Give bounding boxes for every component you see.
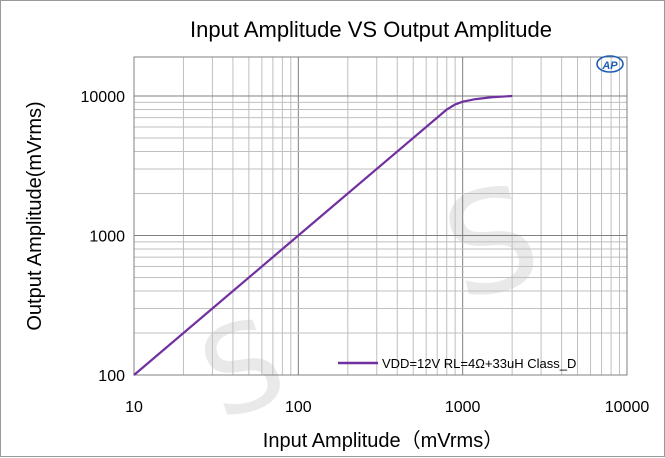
y-axis-ticks: 100 1000 10000 [81, 89, 126, 385]
x-axis-ticks: 10 100 1000 10000 [125, 399, 649, 416]
y-tick-label: 100 [98, 368, 125, 385]
legend-label: VDD=12V RL=4Ω+33uH Class_D [382, 356, 576, 371]
series-line [133, 94, 513, 376]
plot-area-border [133, 56, 628, 376]
y-tick-label: 1000 [89, 229, 125, 246]
x-axis-label: Input Amplitude（mVrms） [263, 429, 503, 452]
watermark: S S [183, 153, 555, 448]
chart-title: Input Amplitude VS Output Amplitude [190, 17, 552, 42]
ap-logo-text: AP [601, 60, 618, 72]
y-axis-label: Output Amplitude(mVrms) [24, 101, 46, 330]
series-layer [133, 94, 513, 376]
x-tick-label: 1000 [445, 399, 481, 416]
svg-text:S: S [183, 292, 302, 449]
x-tick-label: 10000 [605, 399, 650, 416]
legend: VDD=12V RL=4Ω+33uH Class_D [338, 356, 576, 371]
x-tick-label: 10 [125, 399, 143, 416]
gridlines [133, 57, 627, 376]
x-tick-label: 100 [285, 399, 312, 416]
ap-logo: AP [596, 55, 624, 73]
y-tick-label: 10000 [81, 89, 126, 106]
